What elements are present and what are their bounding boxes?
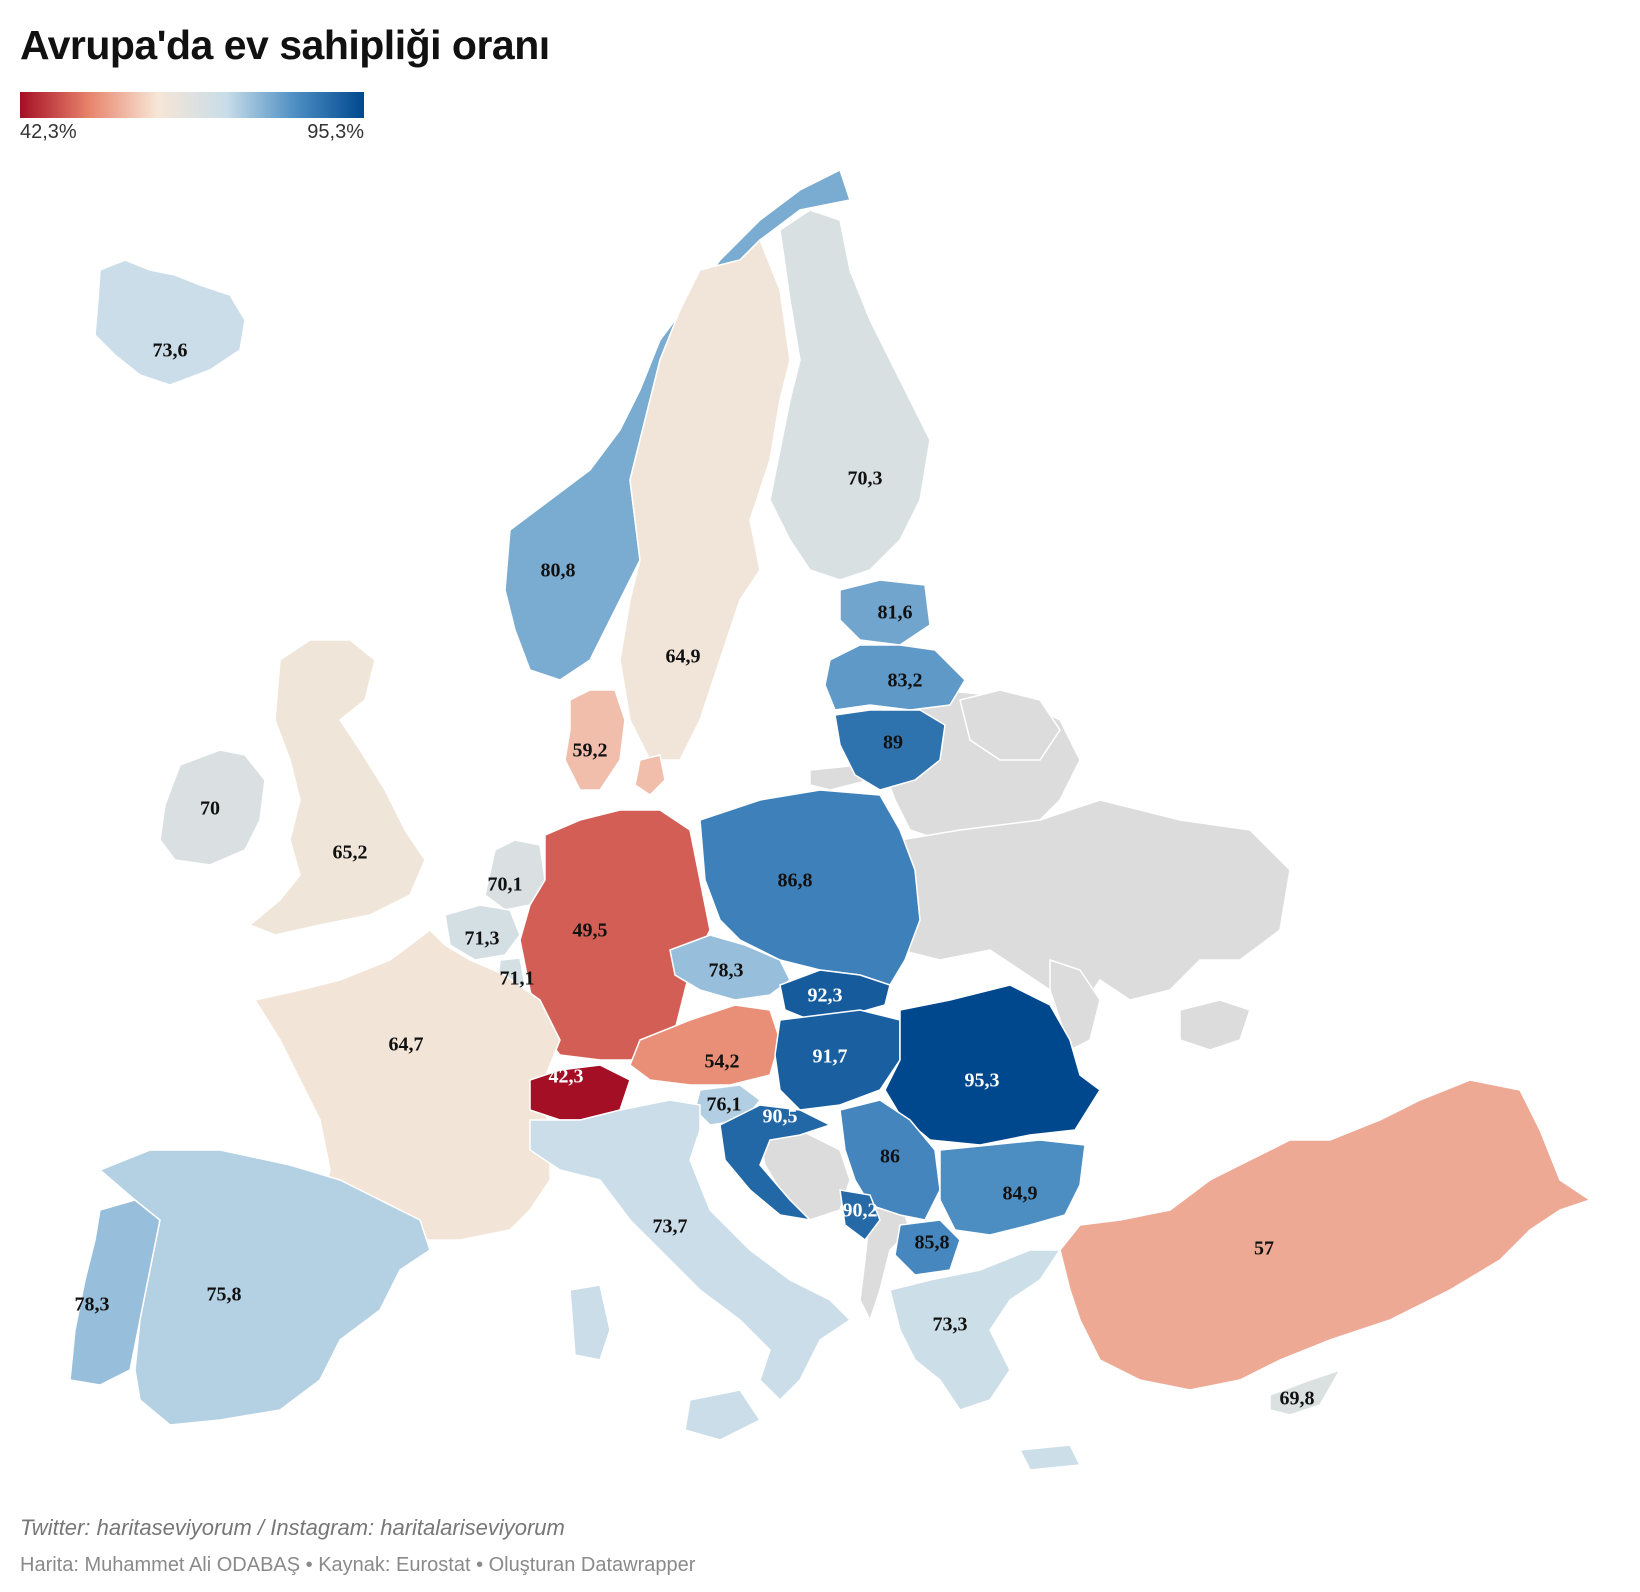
region-label-hungary: 91,7 <box>813 1046 848 1068</box>
region-uk <box>248 639 426 936</box>
region-label-greece: 73,3 <box>933 1314 968 1336</box>
region-label-belgium: 71,3 <box>465 928 500 950</box>
region-crimea <box>1179 999 1251 1051</box>
region-label-lithuania: 89 <box>883 732 903 754</box>
region-cyprus <box>1269 1368 1342 1416</box>
region-sweden <box>619 238 791 761</box>
region-label-serbia: 86 <box>880 1146 900 1168</box>
region-label-switzerland: 42,3 <box>549 1066 584 1088</box>
region-label-italy: 73,7 <box>653 1216 688 1238</box>
data-regions <box>69 168 1592 1471</box>
region-label-sweden: 64,9 <box>666 646 701 668</box>
region-france <box>253 929 561 1246</box>
map-title: Avrupa'da ev sahipliği oranı <box>20 22 550 68</box>
region-montenegro <box>839 1189 881 1242</box>
footer-social: Twitter: haritaseviyorum / Instagram: ha… <box>20 1515 565 1540</box>
legend-max-label: 95,3% <box>307 121 364 143</box>
region-label-croatia: 90,5 <box>763 1106 798 1128</box>
region-croatia <box>719 1104 832 1222</box>
region-iceland <box>94 259 246 386</box>
region-label-finland: 70,3 <box>848 468 883 490</box>
region-label-spain: 75,8 <box>207 1284 242 1306</box>
region-label-slovakia: 92,3 <box>808 985 843 1007</box>
region-bulgaria <box>939 1139 1086 1236</box>
region-bosnia <box>759 1129 851 1221</box>
region-label-norway: 80,8 <box>541 560 576 582</box>
region-label-poland: 86,8 <box>778 870 813 892</box>
region-label-luxembourg: 71,1 <box>500 968 535 990</box>
region-romania <box>884 984 1102 1146</box>
region-label-bulgaria: 84,9 <box>1003 1183 1038 1205</box>
legend-gradient-bar <box>20 92 364 118</box>
legend-min-label: 42,3% <box>20 121 77 143</box>
region-greece <box>889 1249 1082 1471</box>
region-turkey <box>1059 1079 1592 1391</box>
region-denmark <box>564 689 666 796</box>
region-label-montenegro: 90,2 <box>843 1200 878 1222</box>
region-label-czechia: 78,3 <box>709 960 744 982</box>
region-label-ireland: 70 <box>200 798 220 820</box>
region-label-denmark: 59,2 <box>573 740 608 762</box>
region-lithuania <box>834 709 946 791</box>
region-hungary <box>774 1009 901 1111</box>
region-ukraine <box>889 799 1291 1012</box>
region-italy <box>529 1099 852 1441</box>
region-estonia <box>839 579 931 646</box>
region-slovakia <box>779 969 891 1021</box>
region-label-slovenia: 76,1 <box>707 1094 742 1116</box>
region-label-france: 64,7 <box>389 1034 424 1056</box>
region-label-netherlands: 70,1 <box>488 874 523 896</box>
europe-map: 73,6 80,8 64,9 70,3 81,6 83,2 89 59,2 70 65,2 70,1… <box>69 168 1592 1471</box>
region-label-latvia: 83,2 <box>888 670 923 692</box>
region-label-cyprus: 69,8 <box>1280 1388 1315 1410</box>
region-austria <box>629 1004 781 1086</box>
region-label-portugal: 78,3 <box>75 1294 110 1316</box>
region-label-north-macedonia: 85,8 <box>915 1232 950 1254</box>
region-belgium <box>444 904 521 961</box>
region-finland <box>769 209 931 581</box>
region-russia-west <box>959 689 1061 761</box>
region-label-germany: 49,5 <box>573 920 608 942</box>
region-label-turkey: 57 <box>1254 1238 1274 1260</box>
region-spain <box>98 1149 431 1426</box>
region-label-austria: 54,2 <box>705 1051 740 1073</box>
region-poland <box>699 789 921 986</box>
region-label-iceland: 73,6 <box>153 340 188 362</box>
color-legend: 42,3% 95,3% <box>20 92 364 144</box>
region-north-macedonia <box>894 1219 961 1276</box>
region-ireland <box>159 749 266 866</box>
region-label-romania: 95,3 <box>965 1070 1000 1092</box>
region-labels: 73,6 80,8 64,9 70,3 81,6 83,2 89 59,2 70 65,2 70,1… <box>75 340 1315 1410</box>
region-latvia <box>824 644 966 711</box>
region-label-estonia: 81,6 <box>878 602 913 624</box>
footer-credits: Harita: Muhammet Ali ODABAŞ • Kaynak: Eu… <box>20 1554 696 1576</box>
region-serbia <box>839 1099 941 1221</box>
region-label-uk: 65,2 <box>333 842 368 864</box>
